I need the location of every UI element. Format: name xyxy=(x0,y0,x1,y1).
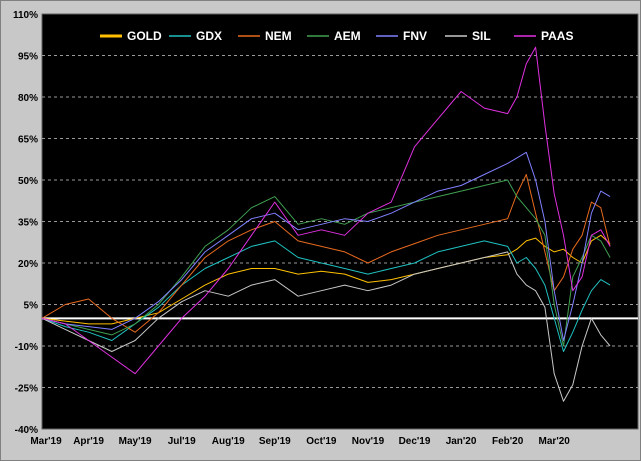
y-tick-label: -10% xyxy=(15,342,38,353)
legend-label-fnv: FNV xyxy=(403,29,427,43)
y-tick-label: 80% xyxy=(18,93,38,104)
y-tick-label: 110% xyxy=(13,10,38,21)
x-tick-label: Feb'20 xyxy=(492,436,524,447)
y-axis: -40% -25% -10% 5% 20% 35% 50% 65% 80% 95% 110% xyxy=(13,10,38,436)
y-tick-label: -25% xyxy=(15,384,38,395)
series-line-paas xyxy=(41,46,611,375)
y-tick-label: 65% xyxy=(18,135,38,146)
series-line-fnv xyxy=(41,151,611,341)
y-tick-label: -40% xyxy=(15,425,38,436)
legend-label-gdx: GDX xyxy=(196,29,222,43)
legend-label-gold: GOLD xyxy=(127,29,162,43)
series-layer xyxy=(41,46,611,402)
x-axis: Mar'19 Apr'19 May'19 Jul'19 Aug'19 Sep'19 Oct'… xyxy=(30,436,570,447)
x-tick-label: Aug'19 xyxy=(212,436,245,447)
x-tick-label: Mar'19 xyxy=(30,436,62,447)
legend-label-paas: PAAS xyxy=(541,29,573,43)
legend-label-sil: SIL xyxy=(472,29,491,43)
series-line-sil xyxy=(41,251,611,402)
y-tick-label: 50% xyxy=(18,176,38,187)
y-tick-label: 95% xyxy=(18,52,38,63)
legend: GOLD GDX NEM AEM FNV SIL PAAS xyxy=(100,29,573,43)
x-tick-label: Jul'19 xyxy=(168,436,196,447)
x-tick-label: Mar'20 xyxy=(539,436,571,447)
x-tick-label: May'19 xyxy=(119,436,152,447)
series-line-gdx xyxy=(41,240,611,352)
x-tick-label: Oct'19 xyxy=(306,436,337,447)
y-tick-label: 35% xyxy=(18,218,38,229)
series-line-aem xyxy=(41,179,611,347)
x-tick-label: Apr'19 xyxy=(73,436,104,447)
x-tick-label: Dec'19 xyxy=(399,436,431,447)
plot-area xyxy=(41,13,639,430)
series-line-nem xyxy=(41,174,611,333)
y-tick-label: 20% xyxy=(18,259,38,270)
legend-label-aem: AEM xyxy=(334,29,361,43)
x-tick-label: Sep'19 xyxy=(259,436,291,447)
y-tick-label: 5% xyxy=(24,301,39,312)
x-tick-label: Nov'19 xyxy=(352,436,385,447)
series-line-gold xyxy=(41,234,611,325)
x-tick-label: Jan'20 xyxy=(446,436,477,447)
legend-label-nem: NEM xyxy=(265,29,292,43)
